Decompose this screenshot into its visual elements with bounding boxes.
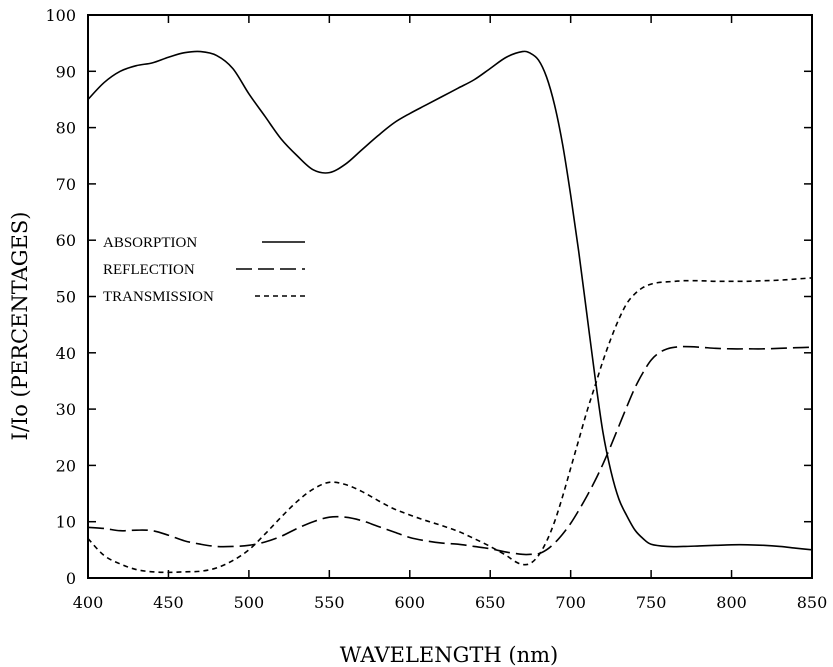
series-line-reflection xyxy=(87,345,813,556)
x-tick-label: 450 xyxy=(153,593,184,612)
y-tick-label: 0 xyxy=(66,569,76,588)
x-tick-label: 500 xyxy=(234,593,265,612)
x-tick-label: 600 xyxy=(395,593,426,612)
y-axis-title: I/Io (PERCENTAGES) xyxy=(8,212,32,441)
y-tick-label: 60 xyxy=(56,231,76,250)
x-tick-label: 800 xyxy=(716,593,747,612)
y-tick-label: 30 xyxy=(56,400,76,419)
x-tick-label: 550 xyxy=(314,593,345,612)
x-tick-label: 650 xyxy=(475,593,506,612)
legend-label-transmission: TRANSMISSION xyxy=(103,289,214,305)
y-tick-label: 50 xyxy=(56,288,76,307)
y-tick-label: 80 xyxy=(56,119,76,138)
series-line-absorption xyxy=(87,50,813,551)
series-line-transmission xyxy=(87,277,813,574)
y-tick-label: 20 xyxy=(56,456,76,475)
x-tick-label: 400 xyxy=(73,593,104,612)
legend-label-absorption: ABSORPTION xyxy=(103,235,197,251)
legend-label-reflection: REFLECTION xyxy=(103,262,195,278)
y-tick-label: 100 xyxy=(45,6,76,25)
x-tick-label: 750 xyxy=(636,593,667,612)
x-axis-title: WAVELENGTH (nm) xyxy=(340,643,558,667)
y-tick-label: 10 xyxy=(56,513,76,532)
y-tick-label: 40 xyxy=(56,344,76,363)
y-tick-label: 90 xyxy=(56,62,76,81)
x-tick-label: 850 xyxy=(797,593,828,612)
y-tick-label: 70 xyxy=(56,175,76,194)
x-tick-label: 700 xyxy=(555,593,586,612)
